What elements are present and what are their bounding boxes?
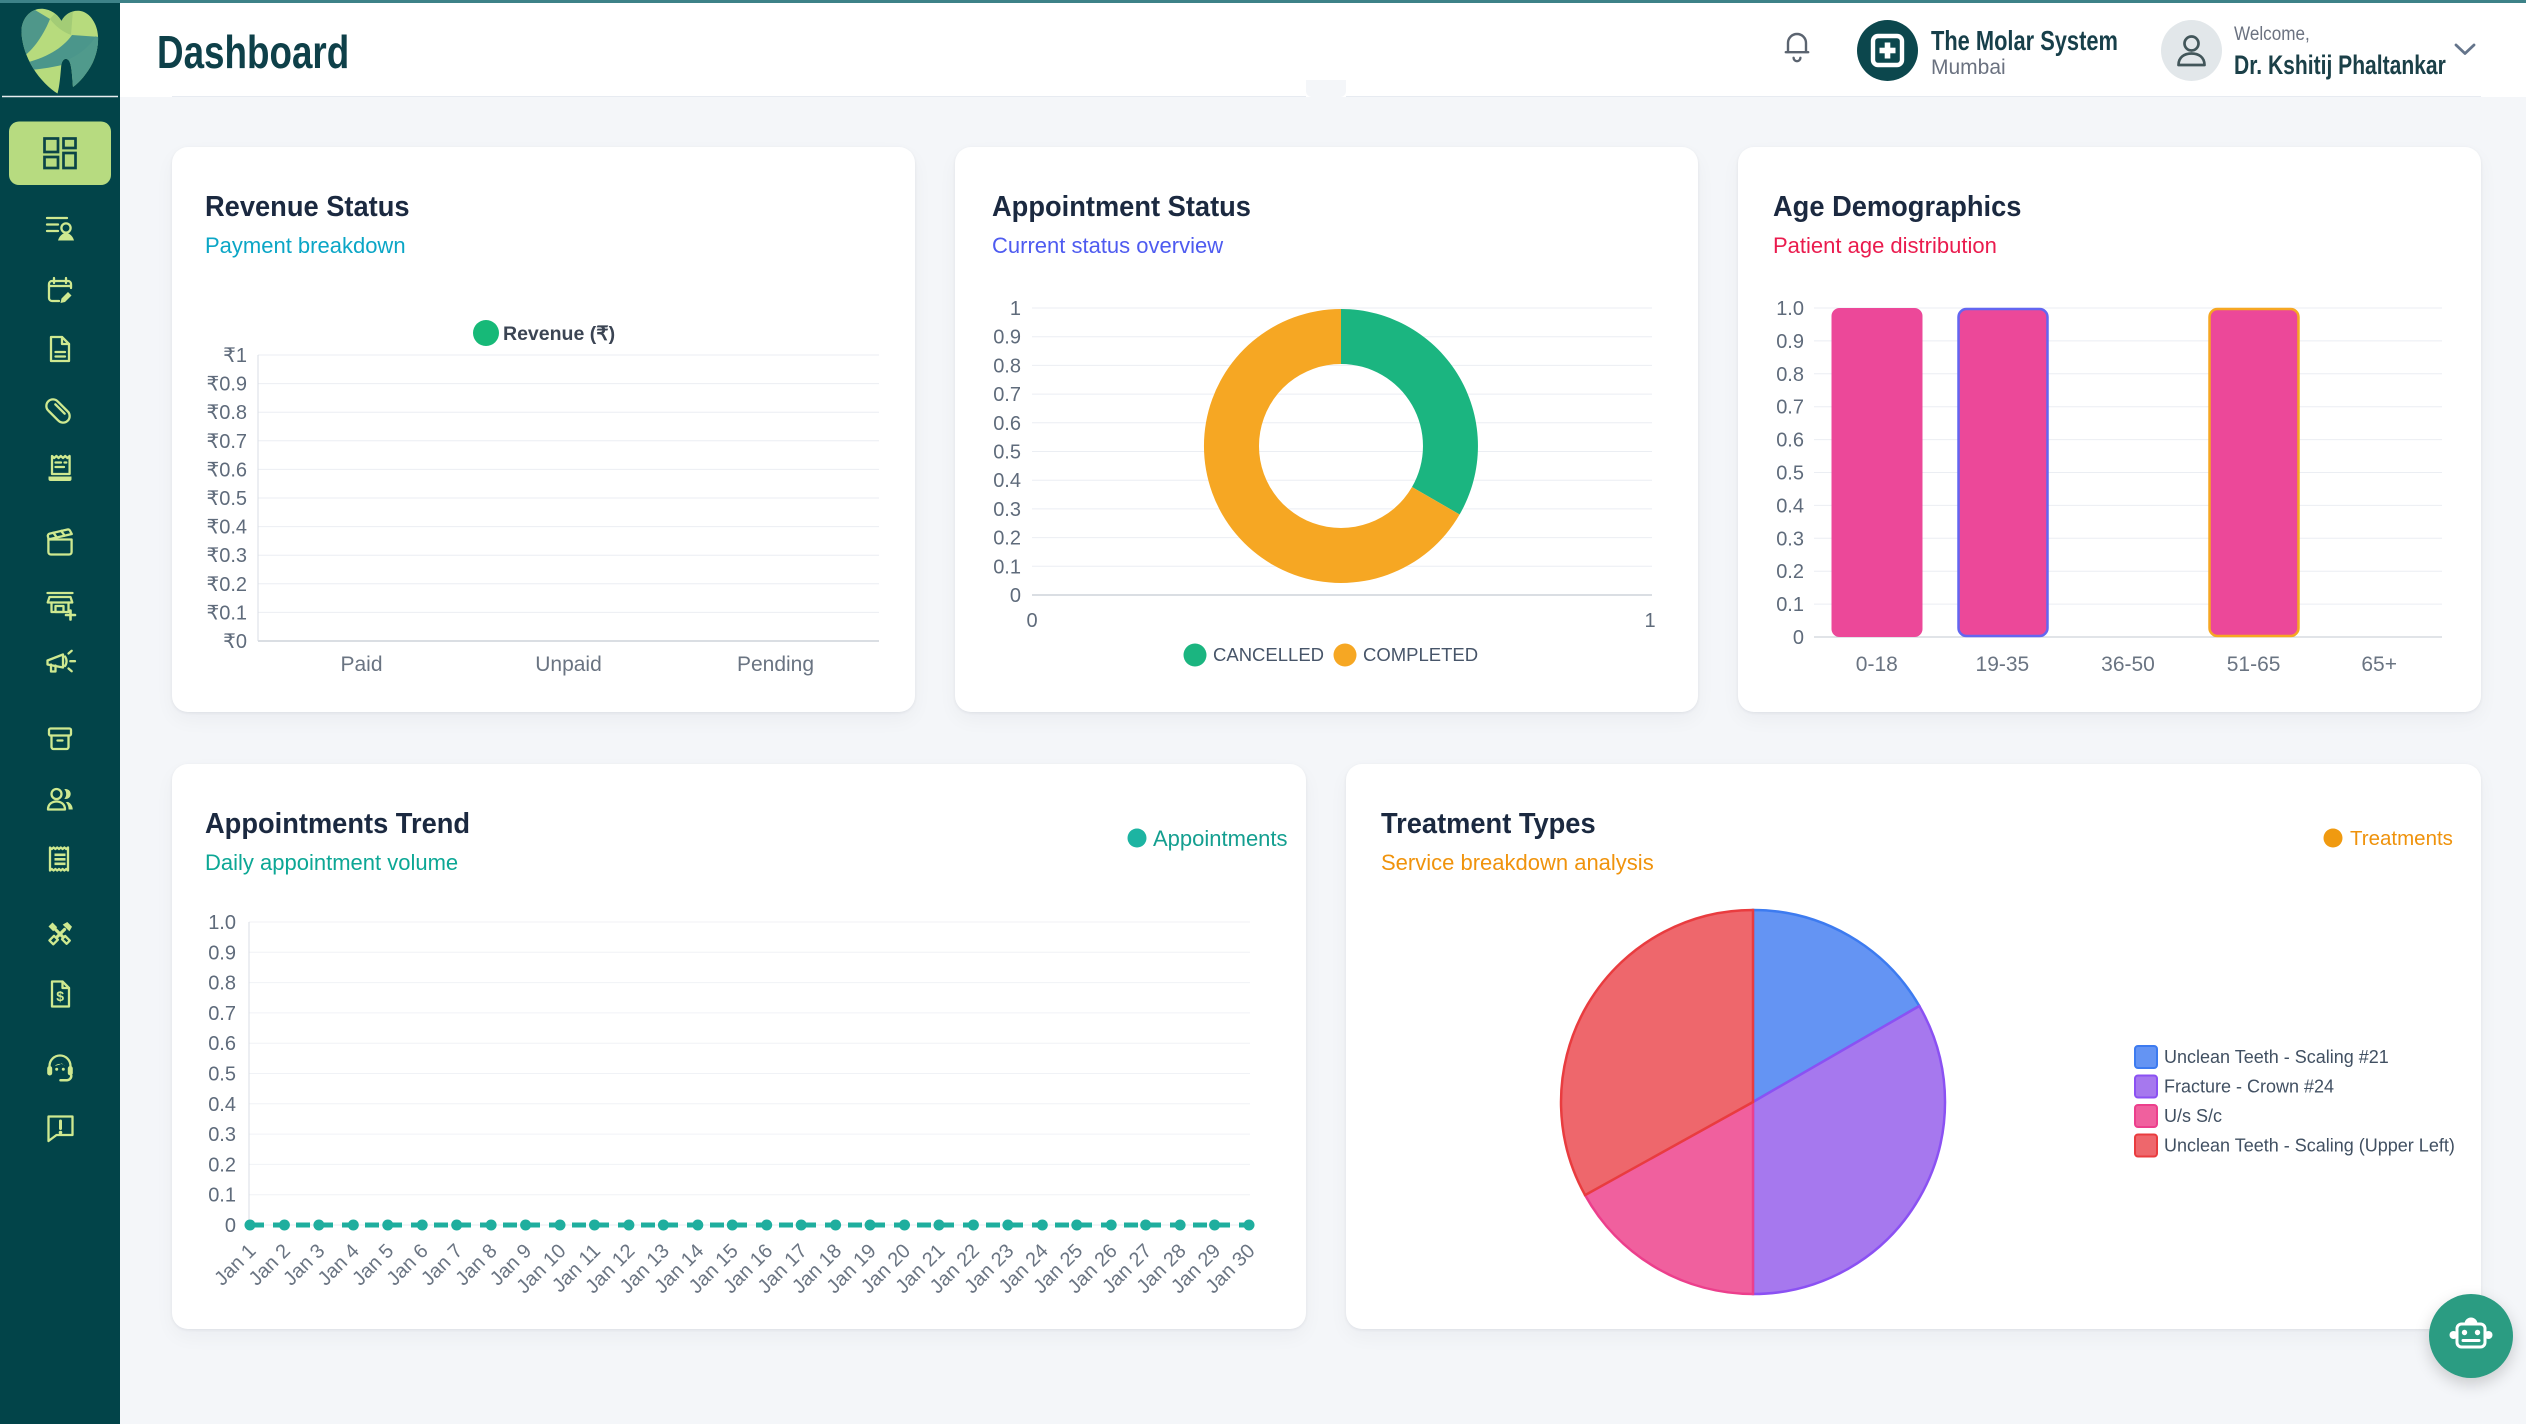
svg-text:0.3: 0.3 [993, 499, 1021, 521]
svg-text:₹0.8: ₹0.8 [206, 402, 247, 424]
svg-text:0: 0 [1026, 610, 1037, 632]
svg-text:₹0.3: ₹0.3 [206, 545, 247, 567]
svg-text:0-18: 0-18 [1856, 653, 1898, 676]
svg-text:Unclean Teeth - Scaling #21: Unclean Teeth - Scaling #21 [2164, 1047, 2389, 1067]
svg-text:₹0.2: ₹0.2 [206, 574, 247, 596]
svg-text:1: 1 [1644, 610, 1655, 632]
svg-text:Unclean Teeth - Scaling (Upper: Unclean Teeth - Scaling (Upper Left) [2164, 1136, 2455, 1156]
svg-text:19-35: 19-35 [1976, 653, 2030, 676]
svg-text:0.5: 0.5 [1776, 463, 1804, 485]
svg-text:$: $ [56, 988, 64, 1004]
svg-text:0.7: 0.7 [993, 384, 1021, 406]
svg-text:36-50: 36-50 [2101, 653, 2155, 676]
svg-text:1.0: 1.0 [1776, 298, 1804, 320]
svg-text:Fracture - Crown #24: Fracture - Crown #24 [2164, 1077, 2334, 1097]
svg-text:CANCELLED: CANCELLED [1213, 644, 1324, 665]
svg-text:65+: 65+ [2361, 653, 2397, 676]
svg-text:Pending: Pending [737, 653, 814, 676]
svg-text:₹0: ₹0 [223, 631, 247, 653]
svg-text:₹0.1: ₹0.1 [206, 602, 247, 624]
svg-text:₹0.5: ₹0.5 [206, 488, 247, 510]
svg-text:0: 0 [1010, 585, 1021, 607]
svg-text:0.9: 0.9 [1776, 331, 1804, 353]
svg-text:₹0.6: ₹0.6 [206, 459, 247, 481]
svg-text:0.8: 0.8 [1776, 364, 1804, 386]
svg-text:0.3: 0.3 [1776, 528, 1804, 550]
svg-text:Unpaid: Unpaid [535, 653, 602, 676]
svg-text:0.2: 0.2 [208, 1154, 236, 1176]
svg-text:₹0.7: ₹0.7 [206, 431, 247, 453]
svg-text:0.4: 0.4 [208, 1094, 236, 1116]
svg-text:Revenue (₹): Revenue (₹) [503, 323, 615, 345]
svg-text:0.6: 0.6 [1776, 430, 1804, 452]
svg-text:Treatments: Treatments [2350, 827, 2453, 850]
svg-text:0: 0 [225, 1215, 236, 1237]
svg-text:1: 1 [1010, 298, 1021, 320]
svg-text:0.4: 0.4 [1776, 495, 1804, 517]
svg-text:₹1: ₹1 [223, 345, 247, 367]
svg-text:0.5: 0.5 [993, 442, 1021, 464]
svg-text:1.0: 1.0 [208, 912, 236, 934]
svg-text:Appointments: Appointments [1153, 826, 1288, 851]
svg-text:51-65: 51-65 [2227, 653, 2281, 676]
svg-text:U/s S/c: U/s S/c [2164, 1106, 2222, 1126]
svg-text:0.8: 0.8 [208, 973, 236, 995]
svg-text:0.2: 0.2 [993, 528, 1021, 550]
svg-text:0.6: 0.6 [208, 1033, 236, 1055]
svg-text:0.1: 0.1 [208, 1185, 236, 1207]
svg-text:COMPLETED: COMPLETED [1363, 644, 1478, 665]
svg-text:0.7: 0.7 [208, 1003, 236, 1025]
svg-text:0: 0 [1793, 627, 1804, 649]
svg-text:Paid: Paid [340, 653, 382, 676]
svg-text:₹0.9: ₹0.9 [206, 374, 247, 396]
svg-text:0.4: 0.4 [993, 470, 1021, 492]
svg-text:0.1: 0.1 [1776, 594, 1804, 616]
svg-text:0.2: 0.2 [1776, 561, 1804, 583]
svg-text:0.9: 0.9 [993, 327, 1021, 349]
svg-text:0.9: 0.9 [208, 942, 236, 964]
svg-text:₹0.4: ₹0.4 [206, 517, 247, 539]
svg-text:0.3: 0.3 [208, 1124, 236, 1146]
svg-text:0.5: 0.5 [208, 1064, 236, 1086]
svg-text:0.8: 0.8 [993, 355, 1021, 377]
svg-text:0.6: 0.6 [993, 413, 1021, 435]
svg-text:0.7: 0.7 [1776, 397, 1804, 419]
svg-text:0.1: 0.1 [993, 556, 1021, 578]
